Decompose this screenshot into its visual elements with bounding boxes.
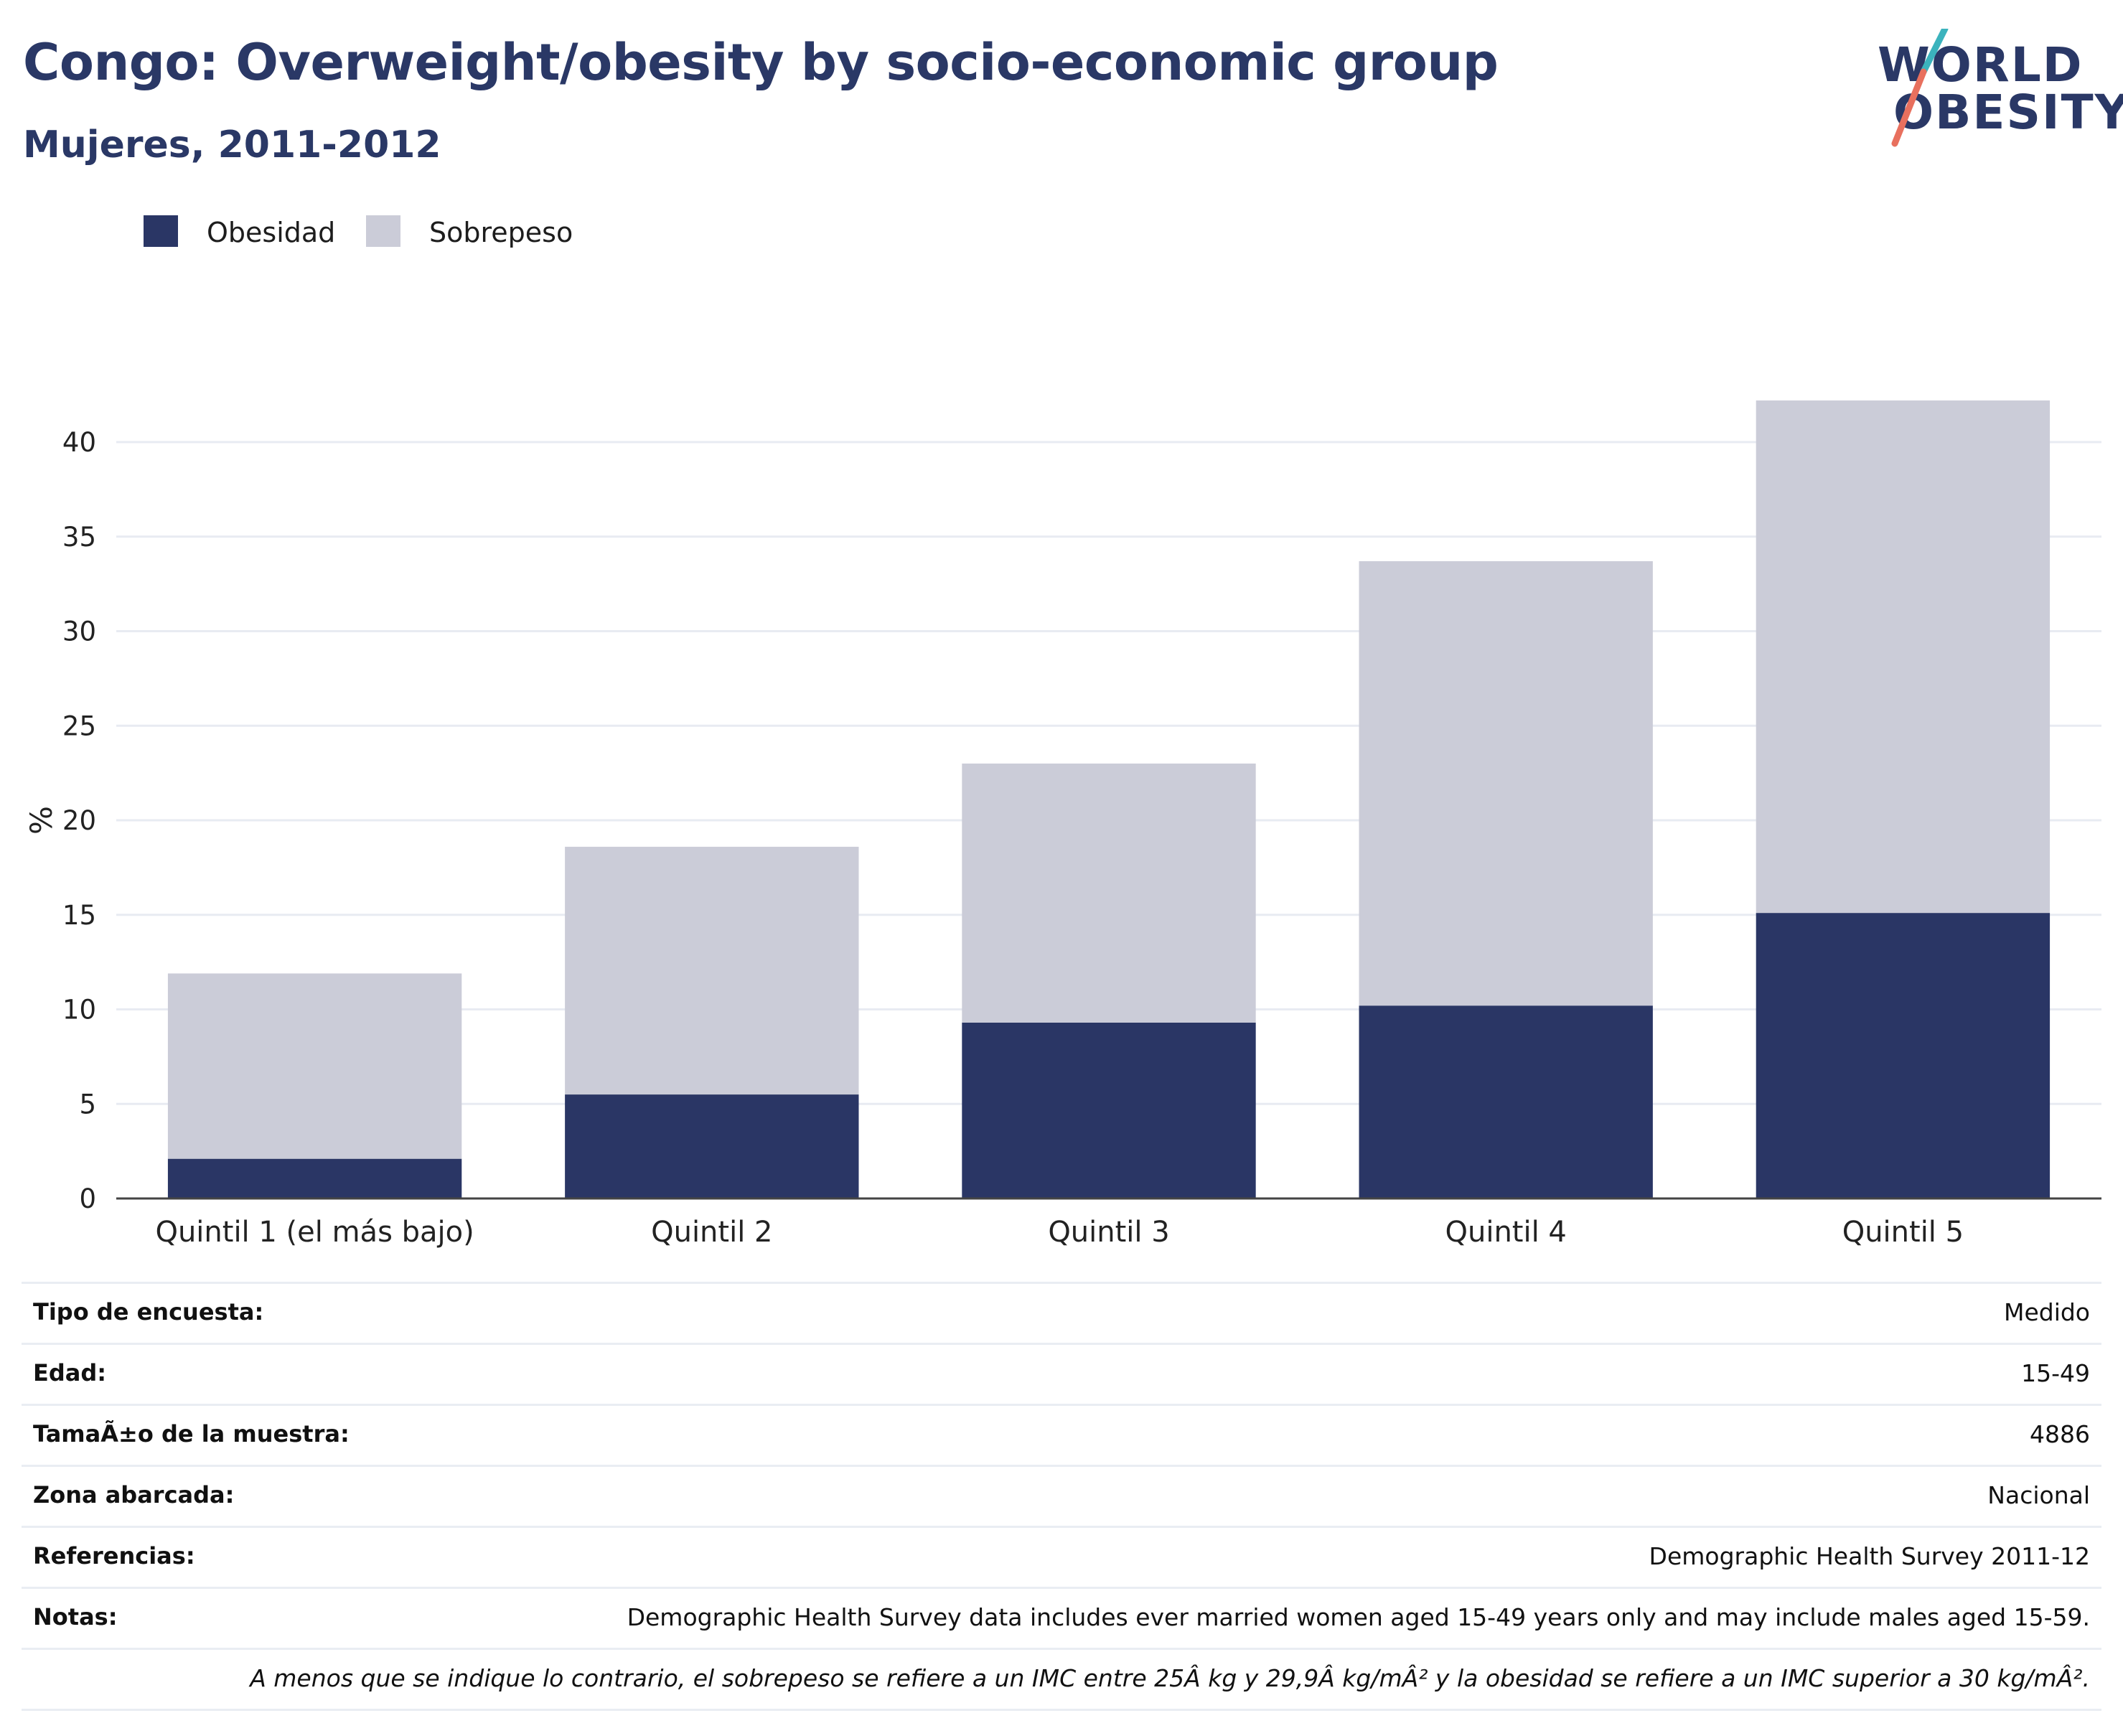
info-row-area: Zona abarcada: Nacional <box>22 1465 2101 1526</box>
y-tick-label: 20 <box>62 805 96 836</box>
bar-obesidad-3 <box>962 1022 1256 1198</box>
y-tick-label: 40 <box>62 427 96 458</box>
legend-swatch-obesidad <box>144 215 178 247</box>
chart-title: Congo: Overweight/obesity by socio-econo… <box>23 33 1499 92</box>
info-label: Edad: <box>33 1359 107 1387</box>
bar-sobrepeso-3 <box>962 763 1256 1023</box>
info-row-sample-size: TamaÃ±o de la muestra: 4886 <box>22 1404 2101 1465</box>
world-obesity-logo: WORLD OBESITY <box>1866 29 2123 158</box>
stacked-bar-chart: 0 5 10 15 20 25 30 35 40% Quintil 1 (el más bajo)… <box>24 400 2101 1249</box>
legend-label-obesidad: Obesidad <box>207 217 336 248</box>
bar-sobrepeso-2 <box>565 846 859 1095</box>
logo-text-world: WORLD <box>1878 37 2084 93</box>
info-value: Demographic Health Survey data includes … <box>627 1603 2090 1631</box>
info-row-footnote: A menos que se indique lo contrario, el … <box>22 1648 2101 1711</box>
y-tick-label: 25 <box>62 710 96 741</box>
chart-subtitle: Mujeres, 2011-2012 <box>23 123 441 166</box>
y-tick-label: 5 <box>79 1089 96 1120</box>
x-tick-label: Quintil 3 <box>1048 1216 1169 1249</box>
info-label: Referencias: <box>33 1542 195 1570</box>
bar-sobrepeso-5 <box>1756 400 2051 914</box>
info-value: Nacional <box>1987 1481 2090 1509</box>
y-tick-label: 10 <box>62 995 96 1026</box>
info-label: Tipo de encuesta: <box>33 1298 264 1326</box>
y-tick-label: 15 <box>62 900 96 931</box>
bar-sobrepeso-4 <box>1359 561 1653 1006</box>
bar-sobrepeso-1 <box>167 973 462 1159</box>
x-tick-label: Quintil 4 <box>1445 1216 1567 1249</box>
info-value: Demographic Health Survey 2011-12 <box>1649 1542 2090 1570</box>
x-tick-label: Quintil 2 <box>651 1216 772 1249</box>
info-label: Zona abarcada: <box>33 1481 235 1509</box>
y-axis-label: % <box>24 806 59 835</box>
logo-slash-icon <box>1891 29 1949 147</box>
info-label: TamaÃ±o de la muestra: <box>33 1420 350 1448</box>
y-tick-label: 35 <box>62 522 96 553</box>
logo-text-obesity: OBESITY <box>1893 85 2123 140</box>
y-tick-label: 30 <box>62 616 96 647</box>
info-value: 4886 <box>2030 1420 2090 1448</box>
bar-obesidad-1 <box>167 1158 462 1198</box>
footnote-text: A menos que se indique lo contrario, el … <box>250 1664 2090 1692</box>
info-row-survey-type: Tipo de encuesta: Medido <box>22 1282 2101 1343</box>
legend-label-sobrepeso: Sobrepeso <box>429 217 573 248</box>
info-row-references: Referencias: Demographic Health Survey 2… <box>22 1526 2101 1587</box>
info-row-notes: Notas: Demographic Health Survey data in… <box>22 1587 2101 1648</box>
x-tick-label: Quintil 5 <box>1842 1216 1964 1249</box>
info-row-age: Edad: 15-49 <box>22 1343 2101 1404</box>
info-label: Notas: <box>33 1603 118 1631</box>
y-tick-label: 0 <box>79 1183 96 1214</box>
info-value: Medido <box>2003 1298 2090 1326</box>
bar-obesidad-5 <box>1756 913 2051 1198</box>
x-tick-label: Quintil 1 (el más bajo) <box>155 1216 474 1249</box>
bar-obesidad-4 <box>1359 1005 1653 1198</box>
bar-obesidad-2 <box>565 1094 859 1198</box>
survey-info-table: Tipo de encuesta: Medido Edad: 15-49 Tam… <box>22 1282 2101 1711</box>
info-value: 15-49 <box>2021 1359 2090 1387</box>
legend-swatch-sobrepeso <box>366 215 400 247</box>
